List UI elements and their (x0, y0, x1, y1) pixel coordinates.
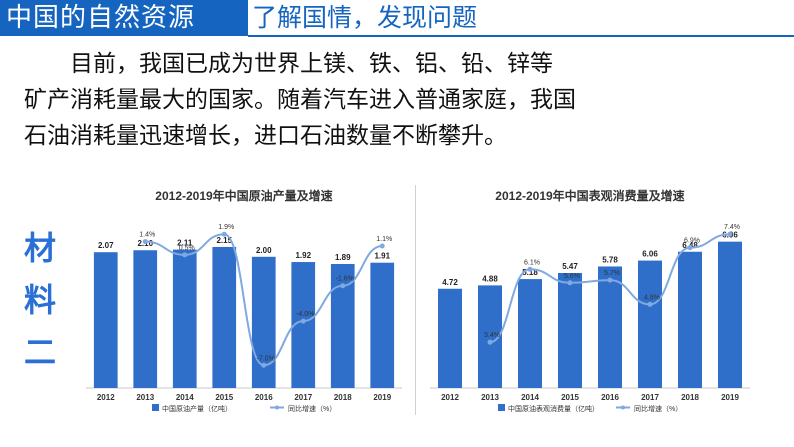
growth-point (261, 362, 267, 368)
material-label-char: 材 (23, 229, 56, 267)
growth-value-label: 4.8% (644, 294, 660, 301)
material-label-char: 二 (23, 333, 56, 371)
bar (370, 262, 395, 388)
growth-point (607, 277, 613, 283)
bar (251, 256, 276, 388)
bar (93, 252, 118, 388)
bar-value-label: 4.72 (442, 278, 458, 287)
growth-point (527, 266, 533, 272)
category-tick-label: 2013 (481, 393, 499, 402)
growth-point (727, 231, 733, 237)
paragraph-line: 石油消耗量迅速增长，进口石油数量不断攀升。 (24, 123, 507, 149)
bar-value-label: 5.18 (522, 268, 538, 277)
bar (438, 288, 462, 388)
chart-divider (415, 185, 416, 415)
growth-value-label: 5.7% (604, 270, 620, 277)
category-tick-label: 2014 (176, 393, 194, 402)
legend-line-marker (275, 405, 279, 410)
bar-value-label: 4.88 (482, 274, 498, 283)
bar (558, 272, 582, 388)
page-subtitle: 了解国情，发现问题 (252, 3, 478, 32)
legend-line-label: 同比增速（%） (288, 404, 336, 413)
bar (212, 246, 237, 388)
growth-point (142, 239, 148, 245)
crude-production-chart: 2012-2019年中国原油产量及增速2.0720122.1020132.112… (86, 188, 402, 413)
growth-point (647, 301, 653, 307)
category-tick-label: 2014 (521, 393, 539, 402)
category-tick-label: 2019 (373, 393, 391, 402)
bar (598, 266, 622, 388)
bar (291, 262, 316, 388)
category-tick-label: 2015 (561, 393, 579, 402)
body-paragraph: 目前，我国已成为世界上镁、铁、铝、铅、锌等 矿产消耗量最大的国家。随着汽车进入普… (24, 46, 784, 154)
chart-title: 2012-2019年中国表观消费量及增速 (495, 188, 684, 203)
paragraph-line: 目前，我国已成为世界上镁、铁、铝、铅、锌等 (24, 51, 553, 77)
legend-line-label: 同比增速（%） (634, 404, 682, 413)
category-tick-label: 2016 (601, 393, 619, 402)
category-tick-label: 2012 (441, 393, 459, 402)
bar (133, 250, 158, 388)
category-tick-label: 2018 (334, 393, 352, 402)
chart-title: 2012-2019年中国原油产量及增速 (155, 188, 332, 203)
material-label-char: 料 (23, 281, 56, 319)
bar (718, 241, 742, 388)
title-banner: 中国的自然资源 (0, 0, 248, 36)
growth-point (487, 339, 493, 345)
legend-bar-label: 中国原油产量（亿吨） (162, 404, 232, 413)
bar (330, 264, 355, 388)
growth-value-label: -1.6% (336, 276, 354, 283)
bar-value-label: 6.06 (642, 250, 658, 259)
category-tick-label: 2016 (255, 393, 273, 402)
category-tick-label: 2015 (215, 393, 233, 402)
growth-value-label: -4.0% (296, 311, 314, 318)
growth-point (687, 245, 693, 251)
category-tick-label: 2013 (136, 393, 154, 402)
category-tick-label: 2019 (721, 393, 739, 402)
bar-value-label: 2.07 (98, 241, 114, 250)
growth-point (300, 318, 306, 324)
legend-bar-label: 中国原油表观消费量（亿吨） (508, 404, 599, 413)
growth-value-label: 0.5% (179, 245, 195, 252)
bar-value-label: 5.47 (562, 262, 578, 271)
bar (638, 260, 662, 388)
header-divider (248, 35, 794, 37)
legend-bar-swatch (152, 404, 159, 411)
category-tick-label: 2017 (294, 393, 312, 402)
growth-value-label: 1.1% (376, 236, 392, 243)
page-title: 中国的自然资源 (6, 3, 196, 33)
growth-value-label: 6.1% (524, 259, 540, 266)
growth-value-label: 1.4% (139, 232, 155, 239)
material-label: 材 料 二 (22, 222, 58, 378)
bar-value-label: 2.00 (256, 246, 272, 255)
category-tick-label: 2012 (97, 393, 115, 402)
growth-point (379, 243, 385, 249)
bar-value-label: 1.89 (335, 253, 351, 262)
growth-value-label: 3.4% (484, 332, 500, 339)
bar-value-label: 1.91 (374, 252, 390, 261)
growth-value-label: 7.4% (724, 224, 740, 231)
bar-value-label: 5.78 (602, 255, 618, 264)
growth-value-label: -7.0% (257, 355, 275, 362)
growth-point (182, 252, 188, 258)
growth-point (221, 231, 227, 237)
growth-value-label: 1.9% (218, 224, 234, 231)
consumption-chart: 2012-2019年中国表观消费量及增速 4.72 2012 4.88 2013 5.18… (430, 188, 750, 413)
growth-point (567, 280, 573, 286)
growth-value-label: 5.6% (564, 273, 580, 280)
legend-line-marker (621, 405, 625, 410)
category-tick-label: 2017 (641, 393, 659, 402)
category-tick-label: 2018 (681, 393, 699, 402)
bar-value-label: 2.15 (216, 236, 232, 245)
bar-value-label: 1.92 (295, 251, 311, 260)
growth-point (340, 283, 346, 289)
bar (678, 251, 702, 388)
bar-value-label: 2.11 (177, 239, 193, 248)
bar (518, 279, 542, 388)
growth-value-label: 6.9% (684, 238, 700, 245)
paragraph-line: 矿产消耗量最大的国家。随着汽车进入普通家庭，我国 (24, 87, 576, 113)
bar (172, 249, 197, 388)
legend-bar-swatch (498, 404, 505, 411)
